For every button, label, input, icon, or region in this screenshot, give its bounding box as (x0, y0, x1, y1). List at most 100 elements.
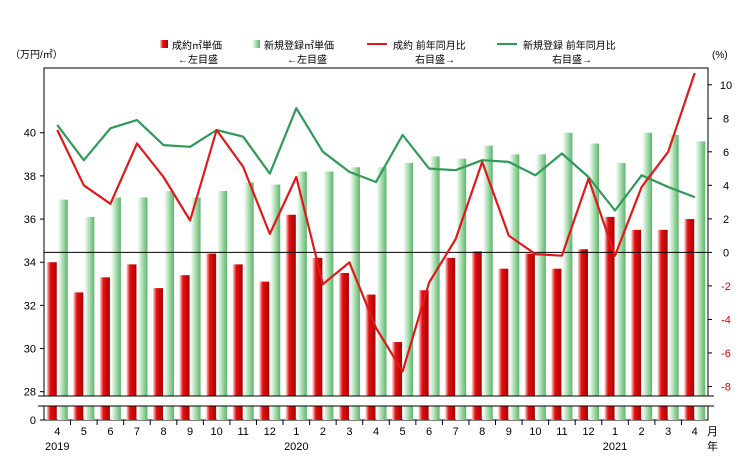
bar-new-registration (323, 171, 334, 420)
bar-new-registration (376, 167, 387, 420)
right-axis-ticks: -8 -6 -4 -2 0 2 4 6 8 10 (708, 80, 732, 393)
bar-contract (285, 214, 296, 420)
bar-contract (392, 342, 403, 420)
x-tick-label: 4 (54, 426, 60, 438)
bar-new-registration (668, 134, 679, 421)
bar-new-registration (243, 182, 254, 420)
contract-bars (46, 214, 695, 420)
x-tick-label: 11 (237, 426, 248, 438)
left-tick-label: 40 (24, 128, 36, 140)
bar-contract (418, 290, 429, 420)
bar-contract (577, 249, 588, 420)
bar-new-registration (110, 197, 121, 420)
legend-new-bar-label: 新規登録㎡単価 (264, 39, 334, 52)
left-tick-label: 36 (24, 214, 36, 226)
x-tick-label: 2 (320, 426, 326, 438)
right-tick-label: 4 (723, 180, 729, 192)
left-axis-unit: （万円/㎡） (10, 49, 63, 61)
right-tick-label: 0 (723, 247, 729, 259)
bar-new-registration (164, 191, 175, 420)
legend: 成約㎡単価 ←左目盛 新規登録㎡単価 ←左目盛 成約 前年同月比 右目盛→ 新規… (160, 39, 616, 66)
x-year-label: 2021 (603, 441, 627, 453)
bar-new-registration (456, 158, 467, 420)
x-tick-label: 7 (453, 426, 459, 438)
x-tick-label: 9 (506, 426, 512, 438)
x-tick-label: 8 (160, 426, 166, 438)
bar-contract (471, 251, 482, 420)
bar-new-registration (535, 154, 546, 420)
bar-new-registration (509, 154, 520, 420)
left-tick-label: 34 (24, 257, 36, 269)
right-tick-label: 8 (723, 113, 729, 125)
legend-contract-line-label: 成約 前年同月比 (393, 39, 466, 52)
bar-new-registration (84, 216, 95, 420)
right-tick-label: 2 (723, 214, 729, 226)
bar-contract (498, 268, 509, 420)
x-tick-label: 11 (556, 426, 567, 438)
x-tick-label: 5 (399, 426, 405, 438)
left-tick-label: 0 (30, 415, 36, 427)
bar-new-registration (270, 184, 281, 420)
bar-new-registration (296, 171, 307, 420)
bar-contract (179, 275, 190, 420)
bar-contract (365, 294, 376, 420)
bar-new-registration (642, 132, 653, 420)
x-tick-label: 5 (81, 426, 87, 438)
plot-area (43, 67, 709, 421)
x-tick-label: 8 (479, 426, 485, 438)
x-tick-label: 6 (107, 426, 113, 438)
legend-contract-bar-axis: ←左目盛 (178, 53, 218, 66)
bar-new-registration (217, 191, 228, 420)
bar-new-registration (615, 162, 626, 420)
legend-new-line-label: 新規登録 前年同月比 (523, 39, 616, 52)
bar-contract (657, 229, 668, 420)
bar-contract (631, 229, 642, 420)
legend-new-bar-axis: ←左目盛 (287, 53, 327, 66)
bar-contract (524, 253, 535, 420)
new-registration-bars (57, 132, 706, 421)
x-axis-ticks: 4 5 6 7 8 9 10 11 12 1 2 3 4 5 6 7 8 9 10 11 12 1 2 3 4 (54, 420, 698, 438)
legend-contract-line-axis: 右目盛→ (415, 53, 455, 66)
bar-new-registration (403, 162, 414, 420)
x-tick-label: 12 (264, 426, 276, 438)
bar-new-registration (349, 167, 360, 420)
x-tick-label: 9 (187, 426, 193, 438)
x-axis-month-label: 月 (707, 426, 718, 438)
bar-contract (232, 264, 243, 420)
right-tick-label: 6 (723, 147, 729, 159)
x-year-label: 2020 (284, 441, 308, 453)
x-tick-label: 2 (639, 426, 645, 438)
bar-contract (551, 268, 562, 420)
axis-break (38, 395, 714, 407)
x-tick-label: 7 (134, 426, 140, 438)
bar-contract (445, 257, 456, 420)
bar-contract (153, 288, 164, 420)
bar-new-registration (57, 199, 68, 420)
legend-swatch-new-bar (252, 40, 260, 48)
x-axis-years: 2019 2020 2021 (45, 441, 627, 453)
bar-contract (312, 257, 323, 420)
right-tick-label: -2 (721, 281, 731, 293)
yoy-lines (56, 72, 696, 373)
bar-new-registration (137, 197, 148, 420)
right-axis-unit: (%) (712, 50, 728, 61)
bar-new-registration (429, 156, 440, 420)
bar-contract (604, 216, 615, 420)
bar-contract (684, 219, 695, 420)
x-tick-label: 4 (692, 426, 698, 438)
left-tick-label: 30 (24, 344, 36, 356)
right-tick-label: -8 (721, 381, 731, 393)
bar-new-registration (482, 145, 493, 420)
x-axis-year-label: 年 (707, 439, 718, 453)
bar-contract (99, 277, 110, 420)
right-tick-label: -6 (721, 348, 731, 360)
line-contract-yoy (56, 72, 696, 373)
right-tick-label: 10 (720, 80, 732, 92)
bar-contract (46, 262, 57, 420)
bar-new-registration (562, 132, 573, 420)
legend-swatch-contract-bar (160, 40, 168, 48)
bar-contract (126, 264, 137, 420)
bar-contract (338, 273, 349, 420)
x-year-label: 2019 (45, 441, 69, 453)
